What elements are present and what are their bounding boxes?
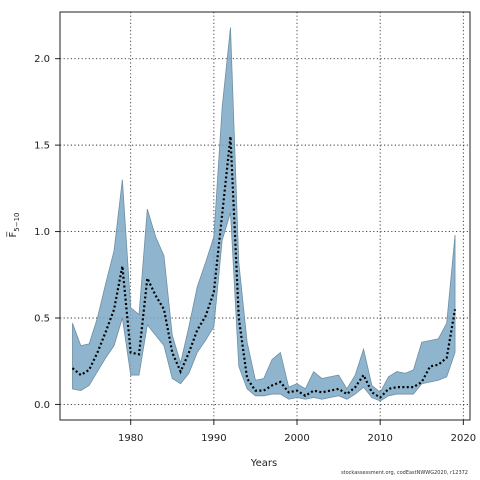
svg-text:F̅5−10: F̅5−10: [6, 213, 21, 238]
x-axis-title: Years: [250, 458, 277, 469]
y-tick-label: 0.0: [34, 400, 50, 411]
plot-frame: [59, 11, 471, 421]
y-axis-title: F̅5−10: [6, 213, 21, 238]
y-tick-label: 0.5: [34, 314, 50, 325]
x-tick-label: 2000: [284, 433, 309, 444]
axes: 1980 1990 2000 2010 2020 0.0 0.5 1.0 1.5 2.0: [34, 54, 476, 444]
x-tick-label: 2020: [451, 433, 476, 444]
y-axis-title-main: F̅: [6, 231, 19, 238]
confidence-band: [72, 27, 456, 402]
y-tick-label: 2.0: [34, 54, 50, 65]
y-tick-label: 1.0: [34, 227, 50, 238]
credit-footer: stockassessment.org, codEastNWWG2020, r1…: [341, 470, 468, 476]
y-axis-title-subscript: 5−10: [13, 213, 21, 232]
x-tick-label: 1980: [118, 433, 143, 444]
y-tick-label: 1.5: [34, 141, 50, 152]
x-tick-label: 1990: [201, 433, 226, 444]
x-tick-label: 2010: [367, 433, 392, 444]
